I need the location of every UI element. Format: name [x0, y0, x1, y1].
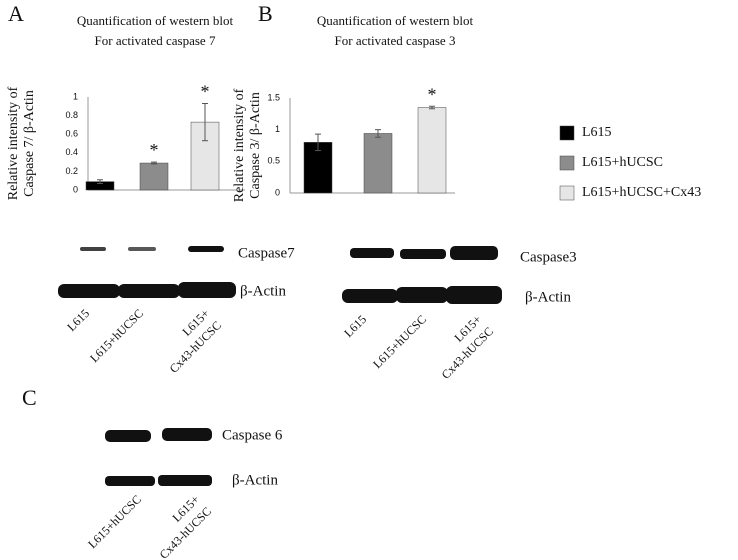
chart-title: Quantification of western blot: [77, 13, 234, 28]
panel-label: A: [8, 1, 24, 26]
y-tick-label: 1.5: [267, 92, 280, 102]
band-label: Caspase3: [520, 249, 577, 265]
band-label: β-Actin: [232, 472, 278, 488]
y-axis-label: Relative intensity of: [232, 88, 247, 202]
bar: [417, 107, 447, 194]
y-tick-label: 0.2: [65, 166, 78, 176]
lane-label: L615+hUCSC: [85, 492, 144, 551]
chart-title: For activated caspase 3: [335, 33, 456, 48]
y-tick-label: 0.5: [267, 156, 280, 166]
band-label: Caspase 6: [222, 427, 283, 443]
y-tick-label: 0: [275, 187, 280, 197]
legend-label: L615+hUCSC: [582, 155, 663, 170]
band-label: β-Actin: [525, 289, 571, 305]
lane-label: L615+hUCSC: [370, 312, 429, 371]
significance: *: [428, 84, 437, 104]
significance: *: [201, 82, 210, 102]
y-tick-label: 0.6: [65, 129, 78, 139]
legend-swatch: [559, 155, 575, 171]
y-tick-label: 0.8: [65, 110, 78, 120]
y-axis-label: Caspase 7/ β-Actin: [22, 90, 37, 197]
y-tick-label: 1: [73, 91, 78, 101]
bar: [363, 133, 393, 194]
y-tick-label: 0.4: [65, 147, 78, 157]
lane-label: L615: [64, 306, 92, 334]
lane-label: L615+hUCSC: [87, 306, 146, 365]
bar: [139, 162, 169, 191]
y-axis-label: Relative intensity of: [6, 86, 21, 200]
y-tick-label: 1: [275, 124, 280, 134]
band-label: β-Actin: [240, 283, 286, 299]
panel-label: B: [258, 1, 273, 26]
band-label: Caspase7: [238, 245, 295, 261]
chart-title: Quantification of western blot: [317, 13, 474, 28]
legend-swatch: [559, 185, 575, 201]
blot-image: [58, 246, 502, 486]
legend-label: L615+hUCSC+Cx43: [582, 185, 701, 200]
legend-swatch: [559, 125, 575, 141]
lane-label: L615: [341, 312, 369, 340]
chart-title: For activated caspase 7: [95, 33, 216, 48]
y-tick-label: 0: [73, 184, 78, 194]
legend-label: L615: [582, 125, 612, 140]
significance: *: [150, 140, 159, 160]
panel-label: C: [22, 385, 37, 410]
y-axis-label: Caspase 3/ β-Actin: [248, 92, 263, 199]
